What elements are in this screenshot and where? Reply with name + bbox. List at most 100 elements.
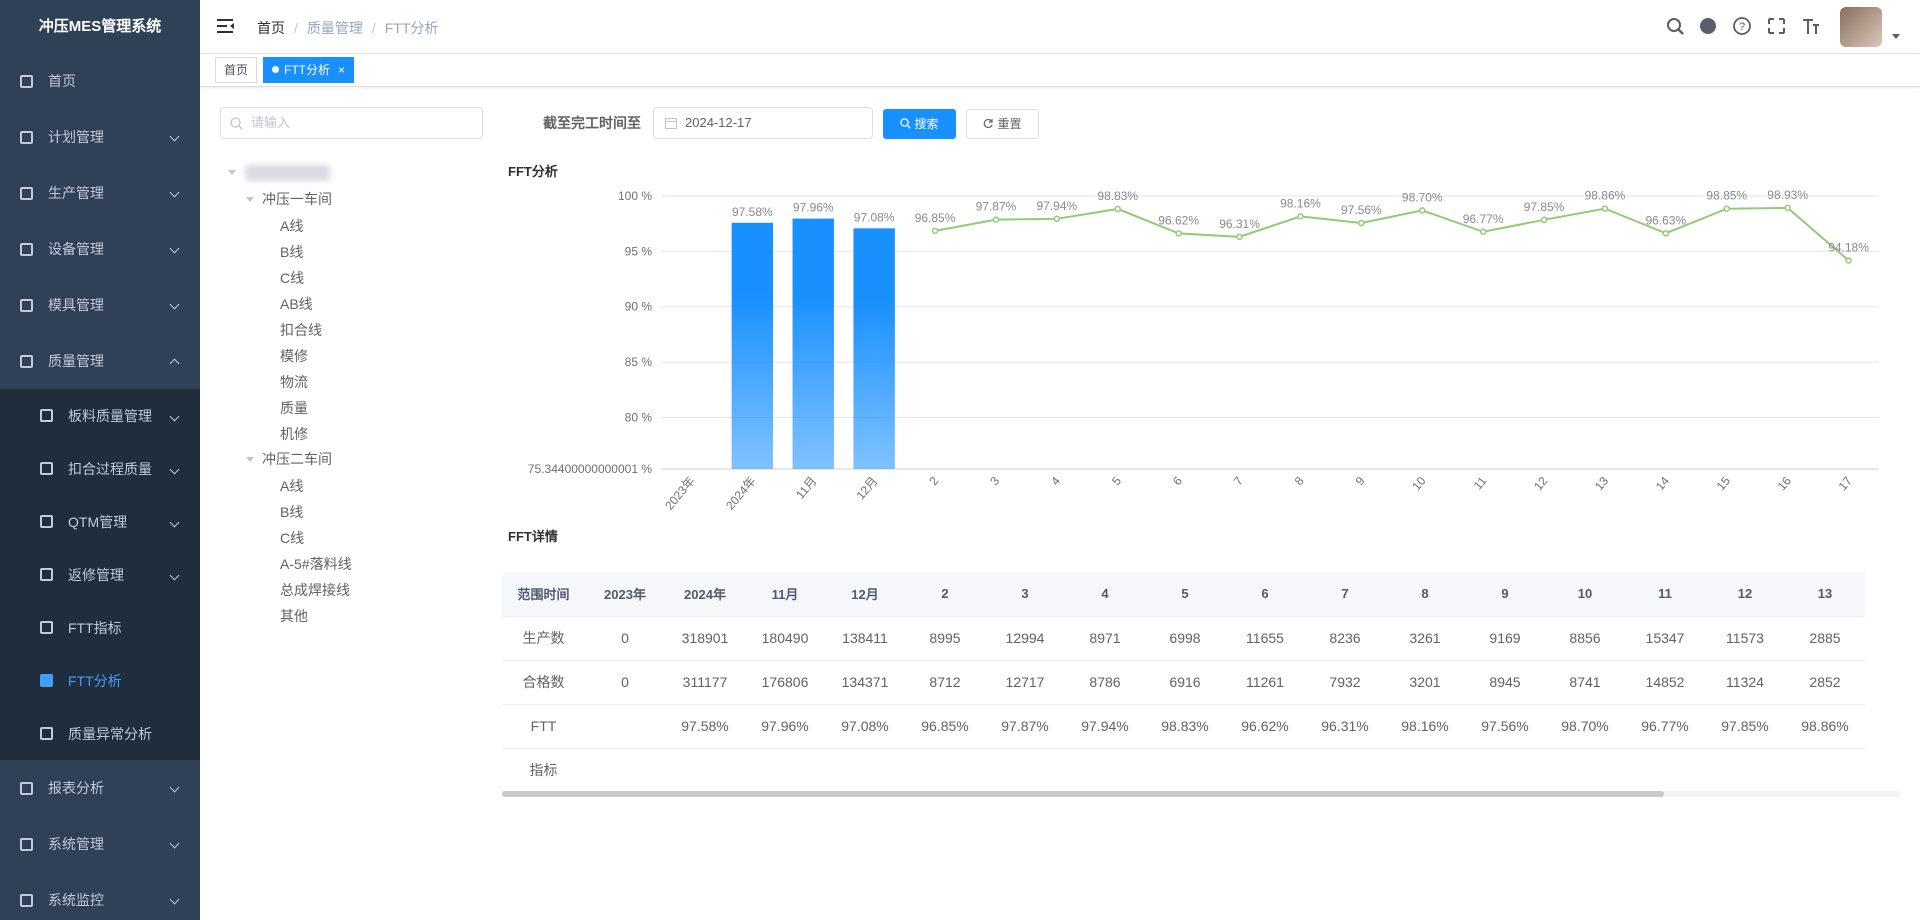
- tree-leaf[interactable]: 物流: [280, 374, 308, 390]
- header-cell: 12: [1705, 572, 1785, 617]
- tree-leaf[interactable]: 扣合线: [280, 322, 322, 338]
- menu-item[interactable]: 设备管理: [0, 221, 200, 277]
- cell: 0: [585, 660, 665, 705]
- reset-button[interactable]: 重置: [966, 109, 1039, 139]
- table-row: 生产数 0 318901 180490 138411 8995 12994 8971 6998 1…: [502, 616, 1865, 661]
- avatar[interactable]: [1840, 7, 1882, 47]
- menu-item[interactable]: 计划管理: [0, 109, 200, 165]
- tree-leaf[interactable]: 总成焊接线: [280, 582, 350, 598]
- tree-leaf[interactable]: C线: [280, 270, 305, 286]
- menu-icon: [20, 781, 33, 795]
- menu-item[interactable]: 系统监控: [0, 872, 200, 920]
- data-label: 98.83%: [1097, 189, 1138, 203]
- menu-item[interactable]: 报表分析: [0, 760, 200, 816]
- data-label: 98.93%: [1767, 188, 1808, 202]
- data-label: 96.85%: [915, 211, 956, 225]
- cell: 8712: [905, 660, 985, 705]
- tree-leaf[interactable]: 模修: [280, 348, 308, 364]
- cell: FTT: [502, 704, 585, 749]
- crumb[interactable]: 首页: [257, 20, 285, 36]
- menu-label: 生产管理: [48, 185, 104, 201]
- cell: [1385, 748, 1465, 792]
- crumb[interactable]: 质量管理: [306, 20, 363, 36]
- search-button[interactable]: 搜索: [883, 109, 956, 139]
- table-row: 合格数 0 311177 176806 134371 8712 12717 8786 6916 1…: [502, 660, 1865, 705]
- cell: 12717: [985, 660, 1065, 705]
- cell: 98.16%: [1385, 704, 1465, 749]
- menu-icon: [20, 298, 33, 312]
- point: [1053, 215, 1061, 223]
- tree-leaf[interactable]: 机修: [280, 426, 308, 442]
- menu-item[interactable]: 模具管理: [0, 277, 200, 333]
- header-cell: 8: [1385, 572, 1465, 617]
- tree-leaf[interactable]: A线: [280, 218, 304, 234]
- point: [1479, 228, 1487, 236]
- cell: 97.85%: [1705, 704, 1785, 749]
- tab[interactable]: FTT分析 ×: [263, 57, 355, 83]
- crumb-sep: /: [294, 20, 298, 36]
- x-tick-label: 15: [1714, 474, 1734, 493]
- point: [931, 227, 939, 235]
- menu-item[interactable]: 扣合过程质量: [0, 442, 200, 495]
- hamburger[interactable]: [217, 18, 235, 34]
- tree-search[interactable]: 请输入: [220, 107, 483, 139]
- menu-arrow: [169, 782, 180, 793]
- tab-label: FTT分析: [284, 63, 331, 77]
- tree-node[interactable]: 冲压一车间: [262, 186, 332, 212]
- tree: 冲压一车间 A线 B线 C线 AB线扣合线模修物流质量机修冲压二车间 A线 B线 C线 A-5#…: [220, 160, 490, 640]
- point: [1175, 230, 1182, 237]
- cell: 11324: [1705, 660, 1785, 705]
- menu-item[interactable]: 首页: [0, 53, 200, 109]
- cell: [1545, 748, 1625, 792]
- menu-icon: [40, 409, 53, 422]
- cell: 8741: [1545, 660, 1625, 705]
- cell: 96.77%: [1625, 704, 1705, 749]
- tree-leaf[interactable]: A-5#落料线: [280, 556, 352, 572]
- tree-leaf[interactable]: AB线: [280, 296, 313, 312]
- cell: 8945: [1465, 660, 1545, 705]
- header-cell: 5: [1145, 572, 1225, 617]
- x-tick-label: 10: [1409, 474, 1429, 493]
- cell: 134371: [825, 660, 905, 705]
- point: [1419, 207, 1426, 214]
- menu-item[interactable]: FTT分析: [0, 654, 200, 707]
- menu-item[interactable]: QTM管理: [0, 495, 200, 548]
- tab[interactable]: 首页: [215, 57, 258, 83]
- x-tick-label: 12月: [853, 474, 880, 502]
- cell: 97.56%: [1465, 704, 1545, 749]
- tree-leaf[interactable]: B线: [280, 504, 304, 520]
- tree-node[interactable]: 冲压二车间: [262, 446, 332, 472]
- menu-icon: [40, 727, 53, 740]
- cell: [1305, 748, 1385, 792]
- scrollbar-thumb[interactable]: [502, 791, 1664, 797]
- menu-item[interactable]: FTT指标: [0, 601, 200, 654]
- cell: 11655: [1225, 616, 1305, 661]
- tree-leaf[interactable]: 其他: [280, 608, 308, 624]
- cell: 15347: [1625, 616, 1705, 661]
- tree-leaf[interactable]: 质量: [280, 400, 308, 416]
- x-tick-label: 16: [1775, 474, 1795, 493]
- tree-leaf[interactable]: B线: [280, 244, 304, 260]
- menu-icon: [40, 462, 53, 475]
- table-row: FTT 97.58% 97.96% 97.08% 96.85% 97.87% 97.94% 9…: [502, 704, 1865, 749]
- menu-label: 返修管理: [68, 566, 124, 583]
- tree-leaf[interactable]: C线: [280, 530, 305, 546]
- table-row: 指标: [502, 748, 1865, 792]
- menu-item[interactable]: 返修管理: [0, 548, 200, 601]
- menu-item[interactable]: 板料质量管理: [0, 389, 200, 442]
- menu-item[interactable]: 生产管理: [0, 165, 200, 221]
- tab-close[interactable]: ×: [338, 63, 346, 77]
- x-tick-label: 7: [1231, 474, 1246, 488]
- table-wrap: 范围时间 2023年 2024年 11月 12月 2 3 4 5 6 7 8 9 10 11 12 13 生产数 0…: [502, 572, 1900, 792]
- menu-item[interactable]: 质量异常分析: [0, 707, 200, 760]
- tree-leaf[interactable]: A线: [280, 478, 304, 494]
- date-picker[interactable]: 2024-12-17: [653, 107, 873, 139]
- menu-item[interactable]: 系统管理: [0, 816, 200, 872]
- x-tick-label: 6: [1170, 474, 1185, 488]
- menu-arrow: [169, 131, 180, 142]
- cell: 3201: [1385, 660, 1465, 705]
- data-label: 96.63%: [1645, 213, 1686, 227]
- menu-item[interactable]: 质量管理: [0, 333, 200, 389]
- cell: [1065, 748, 1145, 792]
- cell: 3261: [1385, 616, 1465, 661]
